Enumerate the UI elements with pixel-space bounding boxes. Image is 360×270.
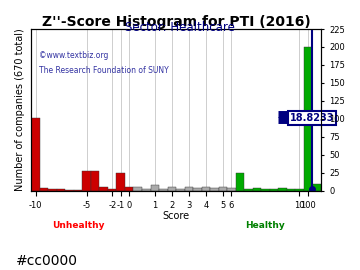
Bar <box>202 187 210 191</box>
Bar <box>142 189 150 191</box>
Bar <box>31 117 40 191</box>
Text: ©www.textbiz.org: ©www.textbiz.org <box>39 51 109 60</box>
Bar <box>227 188 235 191</box>
Bar <box>244 189 253 191</box>
Bar <box>82 171 91 191</box>
Text: Sector: Healthcare: Sector: Healthcare <box>125 21 235 34</box>
Bar <box>193 188 202 191</box>
Text: The Research Foundation of SUNY: The Research Foundation of SUNY <box>39 66 169 75</box>
Bar <box>117 173 125 191</box>
Y-axis label: Number of companies (670 total): Number of companies (670 total) <box>15 29 25 191</box>
Bar <box>219 187 227 191</box>
Text: 18.8233: 18.8233 <box>290 113 334 123</box>
Bar <box>74 190 82 191</box>
Bar <box>270 189 278 191</box>
Bar <box>159 189 167 191</box>
Bar <box>235 173 244 191</box>
Bar <box>150 185 159 191</box>
Bar <box>278 188 287 191</box>
Bar <box>134 187 142 191</box>
Bar <box>295 189 303 191</box>
Bar <box>312 184 321 191</box>
Bar <box>185 187 193 191</box>
Bar <box>261 189 270 191</box>
Bar <box>176 189 185 191</box>
Bar <box>125 187 134 191</box>
Bar <box>48 189 57 191</box>
Text: Unhealthy: Unhealthy <box>52 221 104 230</box>
X-axis label: Score: Score <box>162 211 190 221</box>
Text: #cc0000: #cc0000 <box>16 254 78 268</box>
Bar <box>167 187 176 191</box>
Bar <box>91 171 99 191</box>
Bar <box>210 188 219 191</box>
Bar <box>303 47 312 191</box>
Bar <box>40 188 48 191</box>
Bar <box>108 189 117 191</box>
Bar <box>99 187 108 191</box>
Text: Healthy: Healthy <box>246 221 285 230</box>
Bar <box>287 189 295 191</box>
Bar <box>253 188 261 191</box>
Bar <box>66 190 74 191</box>
Bar <box>57 189 66 191</box>
Title: Z''-Score Histogram for PTI (2016): Z''-Score Histogram for PTI (2016) <box>42 15 310 29</box>
